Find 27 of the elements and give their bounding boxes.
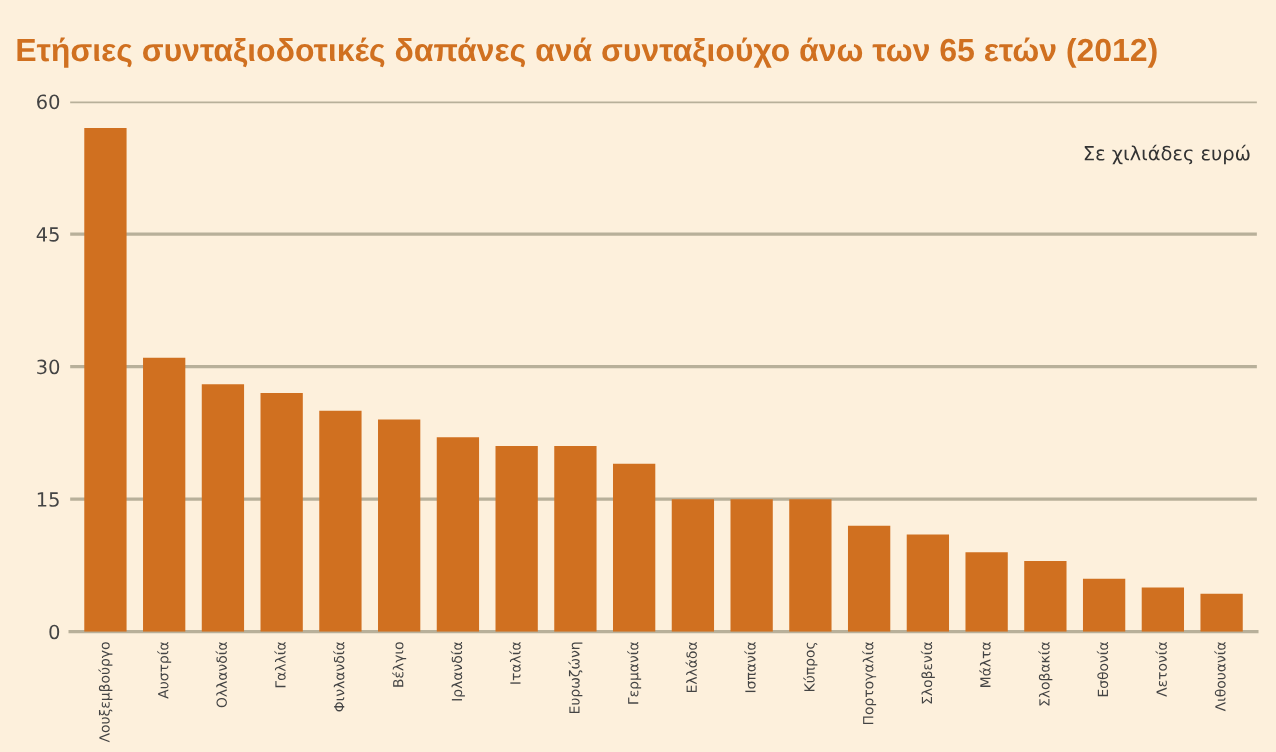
- y-tick-label: 15: [37, 492, 59, 507]
- annotation: Σε χιλιάδες ευρώ: [1084, 144, 1250, 165]
- y-tick-label: 0: [49, 624, 60, 640]
- bar: [1141, 587, 1185, 632]
- bar: [436, 437, 480, 632]
- bar: [1200, 593, 1243, 632]
- y-tick-label: 45: [36, 227, 59, 242]
- bar: [201, 384, 245, 632]
- y-tick-label: 60: [37, 94, 60, 110]
- y-tick-label: 30: [37, 359, 60, 375]
- bar: [789, 499, 832, 632]
- bar: [847, 525, 891, 632]
- bar: [1082, 578, 1126, 632]
- bar: [965, 552, 1008, 632]
- bar: [671, 499, 715, 632]
- bar: [84, 128, 127, 632]
- bar: [260, 393, 303, 632]
- bar: [378, 419, 421, 632]
- bar: [730, 499, 773, 632]
- bar: [554, 446, 597, 632]
- bar: [906, 534, 950, 632]
- bar: [1024, 560, 1067, 632]
- bar: [495, 446, 538, 632]
- bar: [143, 357, 186, 632]
- chart-title: Ετήσιες συνταξιοδοτικές δαπάνες ανά συνταξιούχο άνω των 65 ετών (2012): [17, 37, 1157, 68]
- bar: [319, 410, 362, 632]
- bar: [613, 463, 656, 632]
